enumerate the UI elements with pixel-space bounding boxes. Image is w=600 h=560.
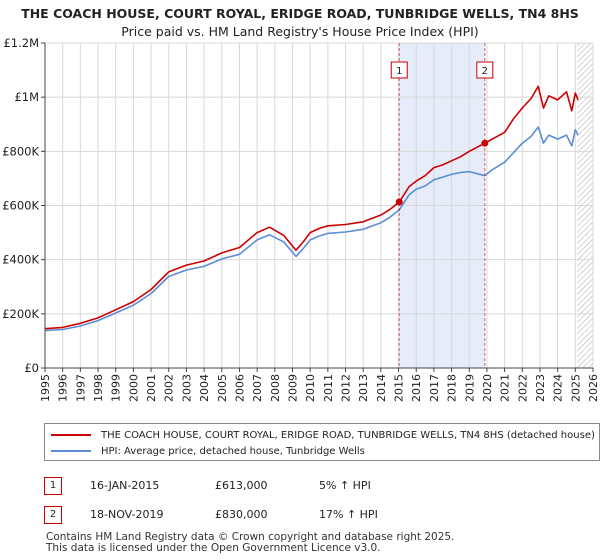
series-line-property: [44, 85, 579, 330]
footer-licence: This data is licensed under the Open Gov…: [46, 542, 381, 554]
transaction-row: 2 18-NOV-2019 £830,000 17% ↑ HPI: [44, 506, 600, 526]
x-tick-label: 1999: [110, 374, 123, 402]
y-tick-label: £1.2M: [3, 36, 39, 50]
x-tick-label: 2018: [446, 374, 459, 402]
transaction-label-box: [476, 61, 494, 79]
y-tick-label: £200K: [2, 307, 39, 321]
x-tick-label: 1998: [92, 374, 105, 402]
transaction-label: 1: [396, 66, 402, 77]
transaction-label-box: [390, 61, 408, 79]
x-tick-label: 2017: [428, 374, 441, 402]
x-tick-label: 2008: [269, 374, 282, 402]
transaction-row: 1 16-JAN-2015 £613,000 5% ↑ HPI: [44, 477, 600, 497]
legend-label-property: THE COACH HOUSE, COURT ROYAL, ERIDGE ROA…: [101, 429, 595, 441]
x-tick-label: 2026: [587, 374, 600, 402]
x-tick-label: 1997: [74, 374, 87, 402]
y-tick-label: £600K: [2, 199, 39, 213]
y-tick-label: £0: [24, 361, 39, 375]
legend-label-hpi: HPI: Average price, detached house, Tunb…: [101, 445, 365, 457]
x-tick-label: 2015: [393, 374, 406, 402]
y-tick-label: £400K: [2, 253, 39, 267]
x-tick-label: 2020: [481, 374, 494, 402]
x-tick-label: 2007: [251, 374, 264, 402]
x-tick-label: 2002: [163, 374, 176, 402]
transaction-point: [481, 139, 489, 147]
x-tick-label: 2023: [534, 374, 547, 402]
x-tick-label: 1996: [57, 374, 70, 402]
x-tick-label: 2014: [375, 374, 388, 402]
legend-item-property: THE COACH HOUSE, COURT ROYAL, ERIDGE ROA…: [51, 427, 595, 443]
transaction-badge: 1: [44, 477, 62, 495]
x-tick-label: 2000: [127, 374, 140, 402]
transaction-price: £830,000: [215, 508, 268, 521]
x-tick-label: 2005: [216, 374, 229, 402]
transaction-hpi-change: 5% ↑ HPI: [319, 479, 371, 492]
series-line-hpi: [44, 126, 579, 332]
transaction-label: 2: [482, 66, 488, 77]
x-tick-label: 2013: [357, 374, 370, 402]
x-tick-label: 2025: [569, 374, 582, 402]
x-tick-label: 2021: [499, 374, 512, 402]
x-tick-label: 2011: [322, 374, 335, 402]
price-chart: 1 2 £0 £200K £400K £600K £800K £1M £1.2M 1995 199…: [2, 36, 600, 402]
transaction-hpi-change: 17% ↑ HPI: [319, 508, 378, 521]
x-tick-label: 2019: [463, 374, 476, 402]
x-tick-label: 1995: [39, 374, 52, 402]
x-tick-label: 2004: [198, 374, 211, 402]
transaction-date: 18-NOV-2019: [90, 508, 164, 521]
x-tick-label: 2024: [552, 374, 565, 402]
legend-swatch-property: [51, 434, 91, 436]
chart-subtitle: Price paid vs. HM Land Registry's House …: [121, 24, 479, 39]
transaction-badge: 2: [44, 506, 62, 524]
chart-title: THE COACH HOUSE, COURT ROYAL, ERIDGE ROA…: [21, 6, 579, 21]
y-tick-label: £1M: [14, 90, 39, 104]
transaction-price: £613,000: [215, 479, 268, 492]
x-tick-label: 2022: [516, 374, 529, 402]
x-tick-label: 2006: [233, 374, 246, 402]
footer-copyright: Contains HM Land Registry data © Crown c…: [46, 531, 455, 543]
y-tick-label: £800K: [2, 144, 39, 158]
x-tick-label: 2003: [180, 374, 193, 402]
legend: THE COACH HOUSE, COURT ROYAL, ERIDGE ROA…: [44, 423, 600, 461]
legend-item-hpi: HPI: Average price, detached house, Tunb…: [51, 443, 365, 459]
x-tick-label: 2001: [145, 374, 158, 402]
x-tick-label: 2012: [340, 374, 353, 402]
transaction-point: [395, 198, 403, 206]
x-tick-label: 2016: [410, 374, 423, 402]
legend-swatch-hpi: [51, 450, 91, 452]
transaction-date: 16-JAN-2015: [90, 479, 160, 492]
x-tick-label: 2010: [304, 374, 317, 402]
x-tick-label: 2009: [286, 374, 299, 402]
